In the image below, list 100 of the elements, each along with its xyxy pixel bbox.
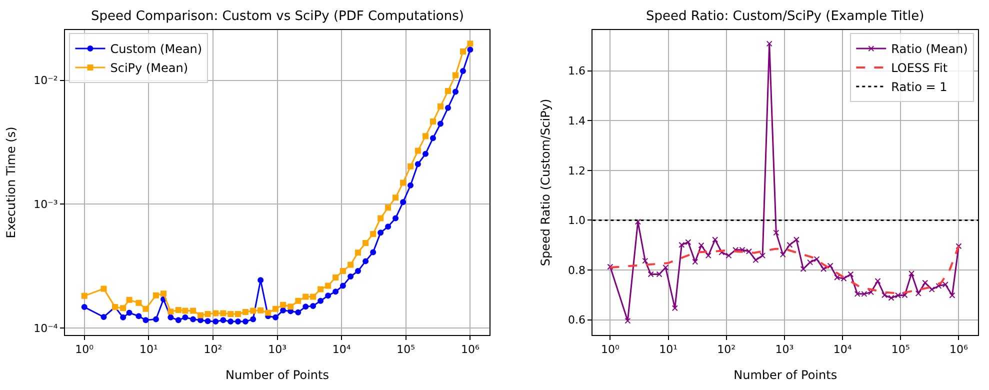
point: [190, 316, 196, 322]
point: [340, 282, 346, 289]
point: [212, 310, 219, 316]
point: [718, 249, 725, 256]
point: [467, 40, 474, 47]
y-tick-label: 10⁻⁴: [34, 322, 58, 335]
point: [348, 262, 354, 268]
point: [318, 286, 324, 292]
point: [698, 242, 704, 248]
y-tick-label: 1.0: [568, 214, 586, 228]
y-tick-label: 10⁻³: [34, 198, 58, 212]
point: [392, 194, 399, 201]
point: [422, 150, 429, 157]
point: [807, 259, 814, 266]
x-tick-label: 10²: [204, 343, 222, 356]
point: [362, 240, 369, 246]
y-axis-title: Execution Time (s): [4, 126, 18, 238]
point: [168, 308, 174, 315]
point: [692, 258, 698, 265]
y-tick-label: 10⁻²: [34, 74, 58, 88]
point: [705, 252, 712, 259]
x-tick-label: 10¹: [139, 343, 158, 356]
x-axis-title: Number of Points: [734, 368, 838, 382]
point: [182, 308, 188, 314]
legend-label: SciPy (Mean): [110, 61, 188, 76]
point: [370, 231, 376, 238]
point: [848, 271, 854, 278]
point: [956, 243, 962, 250]
point: [422, 133, 429, 140]
point: [445, 104, 452, 111]
point: [152, 316, 159, 322]
point: [234, 318, 241, 325]
chart-title: Speed Ratio: Custom/SciPy (Example Title): [646, 9, 924, 24]
point: [175, 307, 182, 314]
point: [378, 230, 384, 236]
y-tick-label: 1.6: [568, 64, 586, 78]
point: [265, 310, 272, 316]
point: [272, 314, 279, 320]
point: [414, 148, 421, 154]
point: [228, 318, 234, 325]
point: [280, 302, 286, 308]
point: [414, 161, 421, 168]
point: [354, 250, 361, 256]
point: [760, 252, 766, 259]
point: [325, 282, 332, 289]
point: [272, 306, 279, 312]
legend-label: Ratio = 1: [891, 80, 948, 94]
point: [378, 215, 384, 222]
point: [295, 298, 302, 304]
point: [800, 266, 806, 272]
x-tick-label: 10¹: [659, 343, 678, 356]
point: [168, 314, 174, 320]
point: [288, 304, 294, 310]
point: [332, 288, 339, 295]
point: [445, 88, 452, 94]
x-axis-title: Number of Points: [226, 368, 329, 382]
point: [908, 270, 915, 276]
point: [400, 199, 406, 206]
point: [258, 307, 264, 314]
point: [678, 242, 685, 248]
point: [370, 249, 376, 256]
x-tick-label: 10⁰: [600, 343, 620, 356]
point: [814, 256, 820, 262]
x-tick-label: 10⁰: [75, 343, 94, 356]
point: [220, 317, 226, 324]
point: [820, 266, 827, 272]
x-tick-label: 10²: [717, 343, 736, 356]
legend-label: Custom (Mean): [110, 42, 202, 56]
point: [437, 103, 444, 110]
point: [250, 308, 256, 314]
y-axis-title: Speed Ratio (Custom/SciPy): [538, 98, 552, 266]
x-tick-label: 10³: [268, 343, 286, 356]
point: [685, 239, 692, 246]
point: [882, 292, 888, 298]
point: [437, 120, 444, 127]
legend-label: LOESS Fit: [891, 61, 948, 76]
y-tick-label: 0.6: [568, 314, 586, 327]
point: [460, 48, 466, 54]
point: [672, 305, 678, 312]
point: [888, 294, 894, 301]
point: [949, 292, 956, 298]
chart-title: Speed Comparison: Custom vs SciPy (PDF Computations): [91, 9, 464, 24]
x-tick-label: 10³: [775, 343, 794, 356]
point: [258, 277, 264, 284]
point: [198, 312, 204, 318]
point: [452, 88, 458, 95]
point: [793, 236, 800, 243]
point: [175, 317, 182, 324]
point: [928, 286, 935, 292]
point: [385, 204, 392, 211]
x-tick-label: 10⁶: [949, 343, 968, 356]
point: [392, 215, 399, 222]
point: [786, 242, 793, 248]
point: [250, 316, 256, 322]
point: [348, 274, 354, 280]
point: [430, 135, 436, 142]
point: [310, 302, 316, 309]
point: [460, 68, 466, 74]
point: [827, 262, 834, 269]
point: [228, 311, 234, 318]
